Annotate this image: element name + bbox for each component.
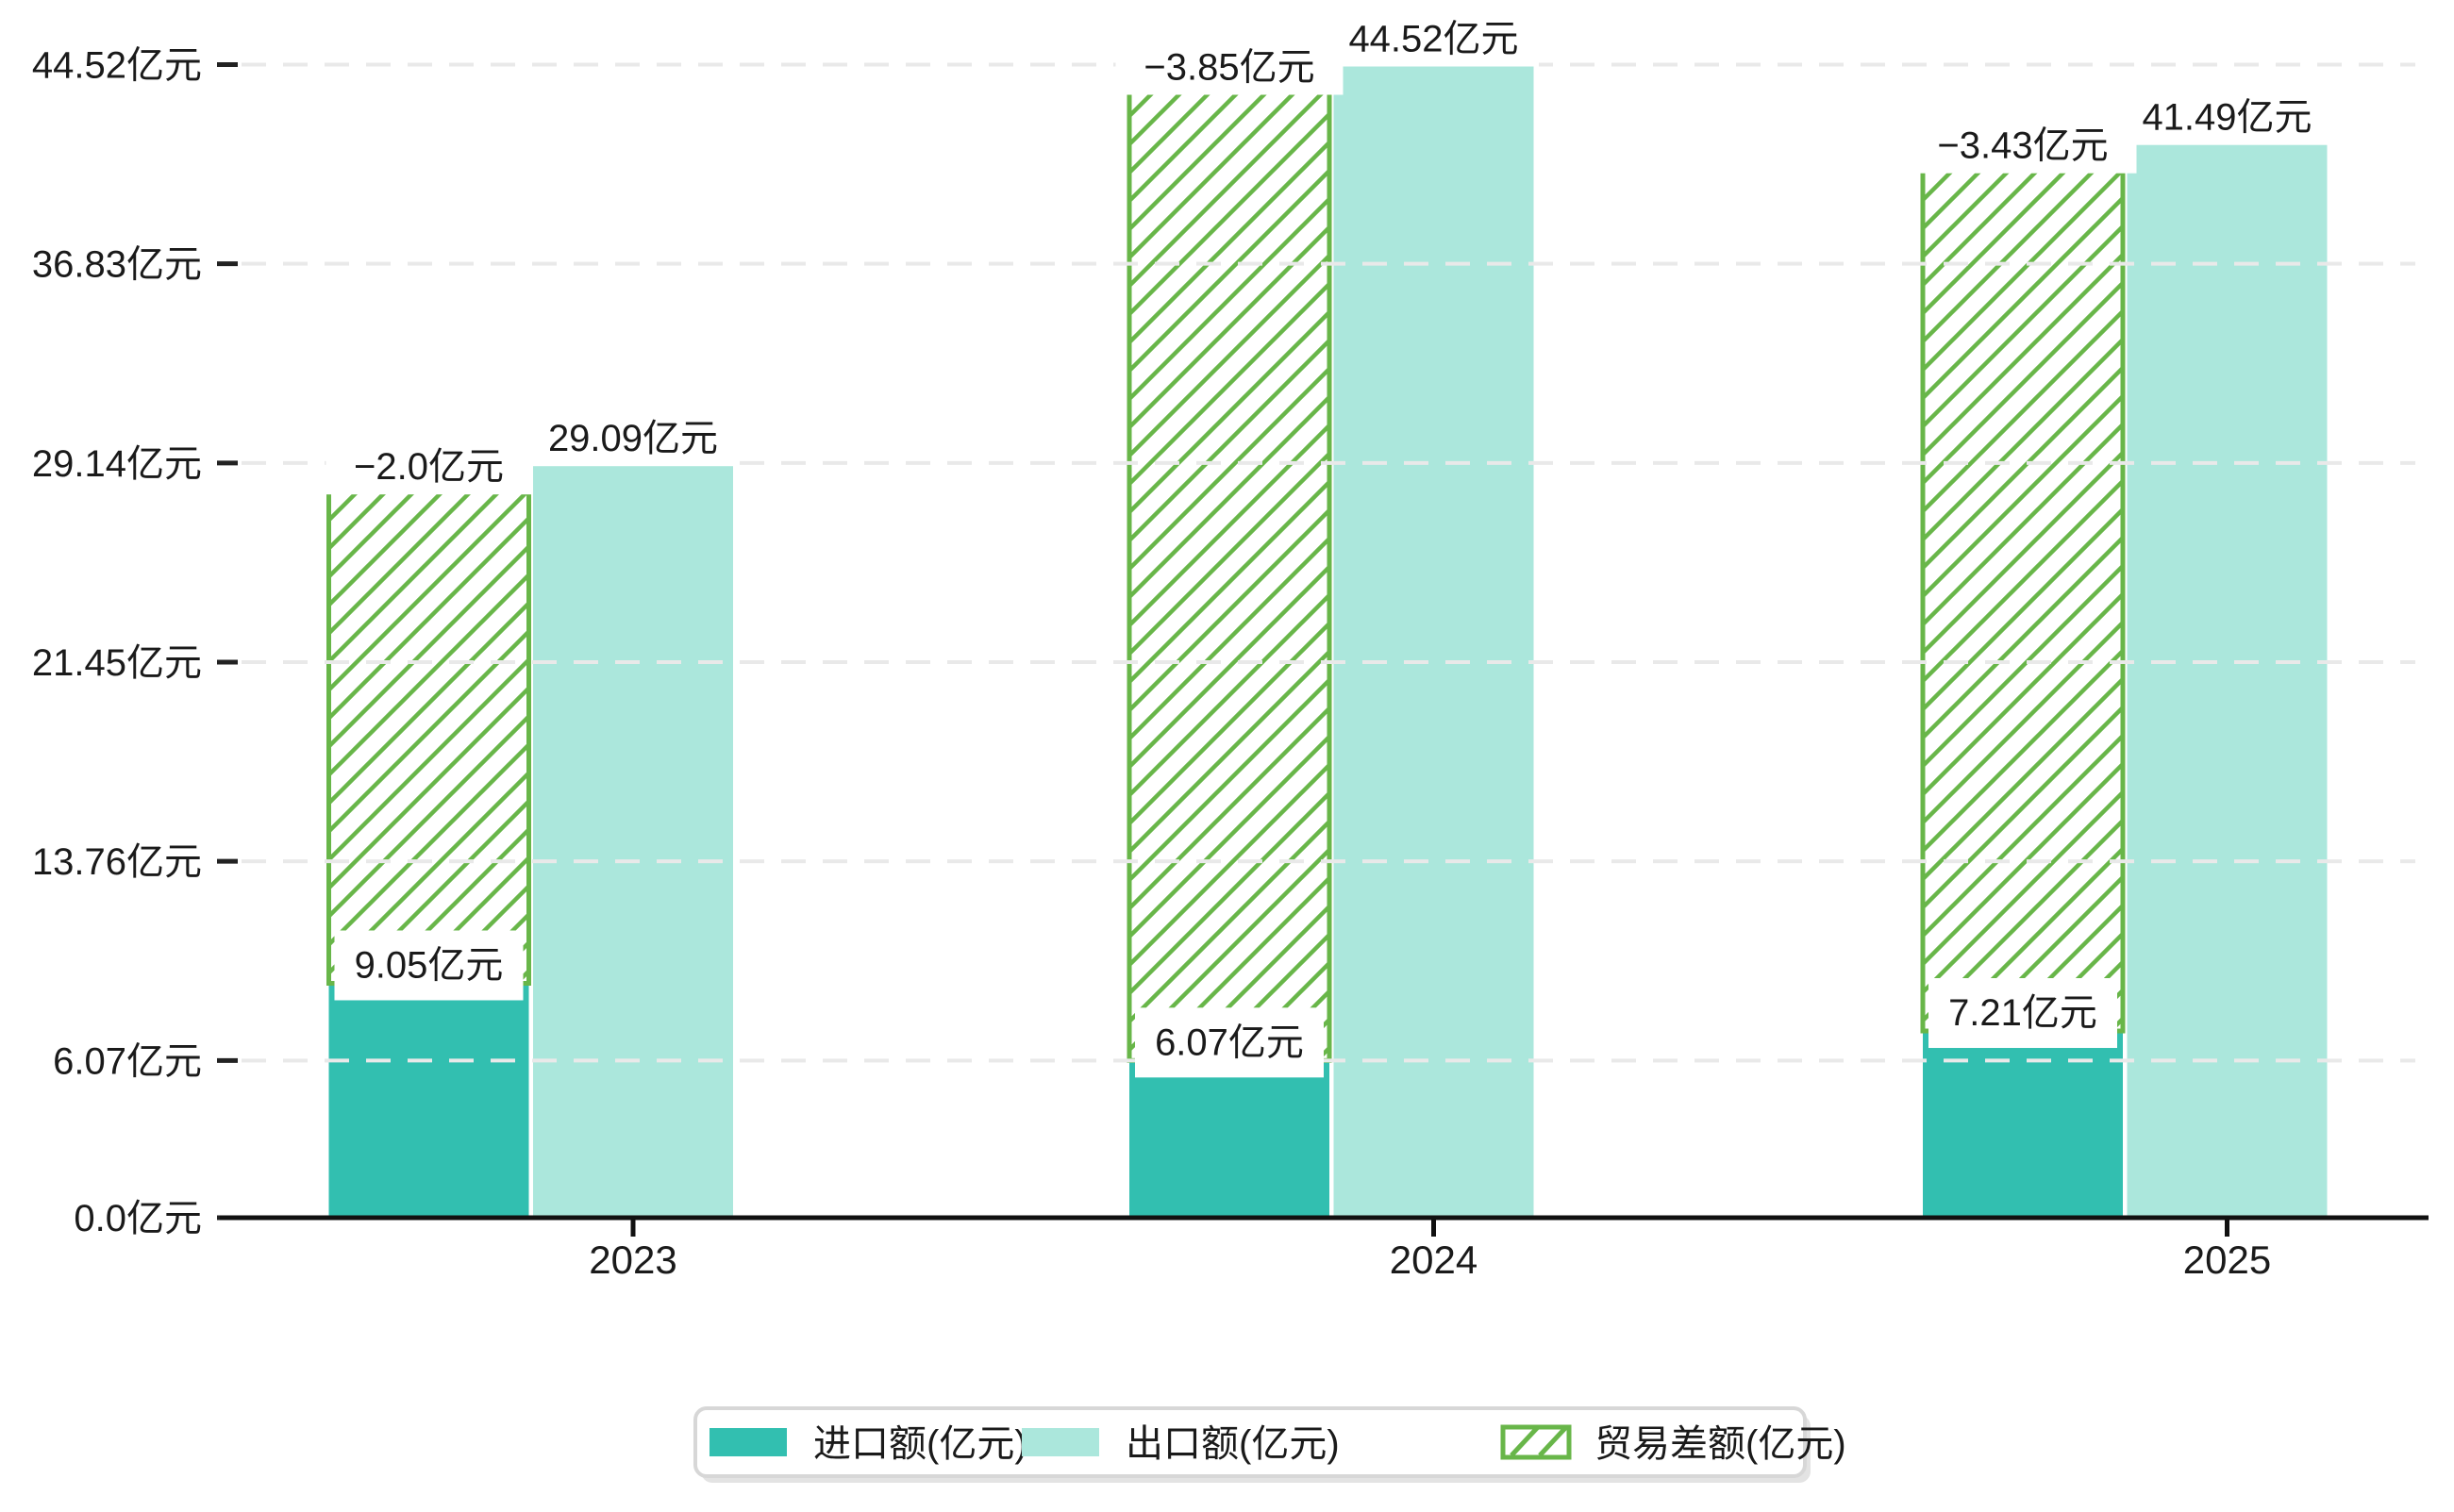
y-tick-label: 44.52亿元 xyxy=(32,45,202,87)
trade-diff-value-label: −3.85亿元 xyxy=(1144,47,1314,89)
x-tick-label: 2025 xyxy=(2183,1238,2271,1282)
x-tick-label: 2023 xyxy=(589,1238,676,1282)
import-value-label-bg xyxy=(1928,978,2117,1049)
y-tick-label: 13.76亿元 xyxy=(32,841,202,883)
trade-diff-bar xyxy=(1920,141,2126,1034)
legend-item-export: 出口额(亿元) xyxy=(1126,1423,1340,1465)
trade-diff-bar xyxy=(326,461,531,986)
import-value-label: 6.07亿元 xyxy=(1155,1022,1304,1063)
trade-diff-value-label-bg xyxy=(1909,107,2137,174)
trade-diff-value-label-bg xyxy=(326,428,532,495)
export-bar xyxy=(533,464,733,1218)
legend-hatch-line xyxy=(1538,1425,1568,1457)
export-value-label: 44.52亿元 xyxy=(1348,19,1518,60)
legend: 进口额(亿元) 出口额(亿元) 贸易差额(亿元) xyxy=(693,1406,1846,1483)
axes-layer: 2023 2024 2025 0.0亿元 6.07亿元 13.76亿元 21.45亿元 29.… xyxy=(32,45,2429,1282)
export-bar xyxy=(2127,142,2328,1218)
legend-item-import: 进口额(亿元) xyxy=(813,1423,1027,1465)
legend-swatch-export xyxy=(1022,1428,1099,1456)
trade-diff-value-label: −3.43亿元 xyxy=(1937,125,2108,167)
export-bar xyxy=(1333,64,1534,1218)
import-bar xyxy=(1129,1060,1329,1218)
y-tick-label: 36.83亿元 xyxy=(32,244,202,286)
export-value-label: 29.09亿元 xyxy=(548,418,718,459)
y-tick-label: 29.14亿元 xyxy=(32,443,202,485)
legend-swatch-import xyxy=(709,1428,787,1456)
export-value-label-bg xyxy=(1328,8,1539,67)
import-value-label-bg xyxy=(334,930,524,1001)
export-value-label: 41.49亿元 xyxy=(2142,97,2312,139)
import-value-label: 7.21亿元 xyxy=(1948,992,2097,1034)
trade-diff-bar xyxy=(1127,62,1332,1063)
y-tick-label: 6.07亿元 xyxy=(53,1040,202,1082)
import-value-label-bg xyxy=(1135,1007,1324,1078)
y-tick-label: 21.45亿元 xyxy=(32,642,202,684)
value-labels-layer: 9.05亿元 −2.0亿元 29.09亿元 6.07亿元 −3.85亿元 44.52亿元 7… xyxy=(326,8,2332,1078)
trade-diff-value-label: −2.0亿元 xyxy=(354,446,504,488)
export-value-label-bg xyxy=(2122,86,2332,145)
legend-item-trade-diff: 贸易差额(亿元) xyxy=(1594,1423,1846,1465)
y-tick-label: 0.0亿元 xyxy=(74,1198,202,1239)
import-value-label: 9.05亿元 xyxy=(355,944,504,986)
legend-hatch-line xyxy=(1510,1425,1540,1457)
x-tick-label: 2024 xyxy=(1390,1238,1477,1282)
trade-diff-value-label-bg xyxy=(1115,28,1344,95)
import-bar xyxy=(328,983,529,1218)
export-value-label-bg xyxy=(527,407,739,467)
